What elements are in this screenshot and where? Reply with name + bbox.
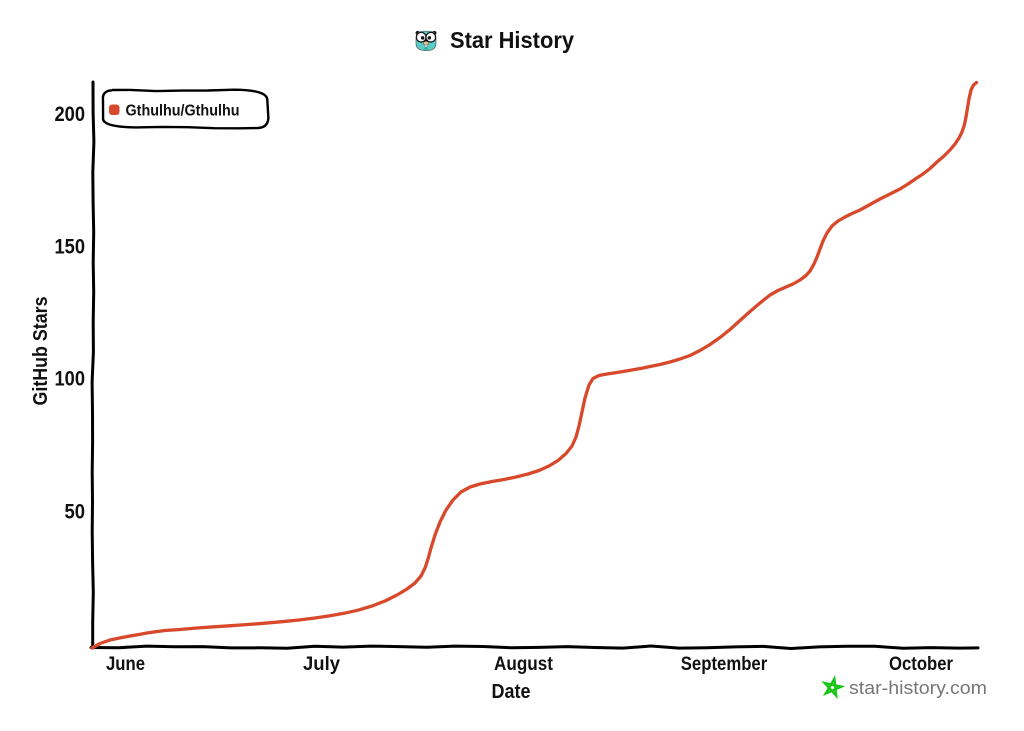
svg-text:June: June — [106, 654, 145, 675]
svg-text:October: October — [889, 654, 954, 675]
svg-text:GitHub Stars: GitHub Stars — [30, 297, 52, 406]
svg-text:200: 200 — [55, 103, 86, 126]
svg-text:star-history.com: star-history.com — [849, 678, 987, 698]
svg-text:Star History: Star History — [450, 27, 574, 53]
svg-text:July: July — [303, 654, 340, 675]
svg-text:September: September — [681, 654, 768, 675]
svg-text:Gthulhu/Gthulhu: Gthulhu/Gthulhu — [126, 103, 240, 120]
svg-text:50: 50 — [65, 501, 86, 524]
svg-text:100: 100 — [55, 368, 86, 391]
svg-text:Date: Date — [492, 681, 531, 703]
svg-text:150: 150 — [55, 236, 86, 259]
svg-text:August: August — [494, 654, 554, 675]
